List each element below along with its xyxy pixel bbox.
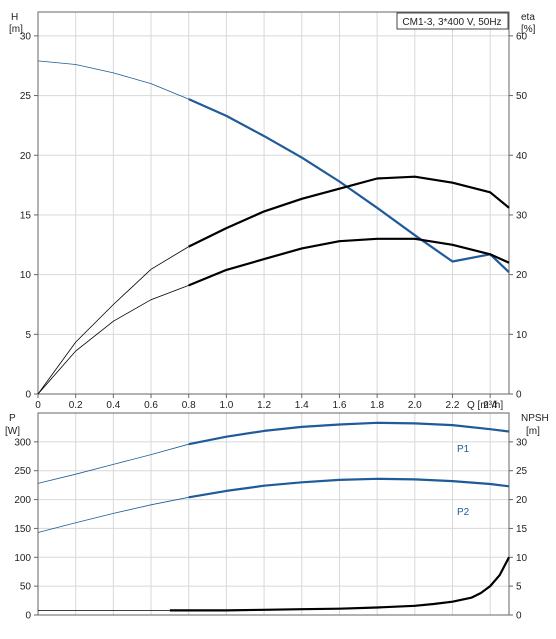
x-tick-label: 0	[35, 400, 41, 411]
head-left-tick-label: 0	[25, 390, 31, 401]
head-left-tick-label: 10	[20, 270, 32, 281]
head-panel-ticks: 0 0.2 0.4 0.6 0.8 1.0 1.2 1.4 1.6 1.8 2.0 2.2 2.4 0 5 1…	[20, 31, 528, 411]
power-left-tick-label: 50	[20, 582, 32, 593]
head-axis-unit: [m]	[9, 24, 23, 35]
head-efficiency-panel: CM1-3, 3*400 V, 50Hz H [m] eta [%] Q [m³…	[9, 11, 536, 411]
power-panel-series	[37, 421, 510, 612]
head-axis-label: H	[11, 12, 18, 23]
power-left-tick-label: 0	[25, 611, 31, 622]
power-panel-ticks: 0 50 100 150 200 250 300 0 5 10 15 20 25 30	[14, 437, 527, 621]
power-right-tick-label: 10	[516, 553, 528, 564]
x-tick-label: 0.4	[106, 400, 120, 411]
power-right-tick-label: 5	[516, 582, 522, 593]
power-right-tick-label: 0	[516, 611, 522, 622]
power-left-tick-label: 100	[14, 553, 31, 564]
power-right-tick-label: 25	[516, 466, 528, 477]
x-tick-label: 0.6	[144, 400, 158, 411]
head-right-tick-label: 30	[516, 210, 528, 221]
head-left-tick-label: 5	[25, 330, 31, 341]
x-tick-label: 0.2	[69, 400, 83, 411]
power-npsh-panel: P [W] NPSH [m] P1 P2 0501001502002503000…	[5, 412, 549, 622]
power-axis-unit: [W]	[5, 426, 20, 437]
x-tick-label: 2.0	[408, 400, 422, 411]
power-left-tick-label: 250	[14, 466, 31, 477]
power-panel-frame	[37, 412, 510, 616]
power-right-tick-label: 30	[516, 437, 528, 448]
head-right-tick-label: 60	[516, 31, 528, 42]
head-right-tick-label: 10	[516, 330, 528, 341]
head-right-tick-label: 50	[516, 91, 528, 102]
npsh-axis-label: NPSH	[521, 413, 549, 424]
x-tick-label: 1.4	[295, 400, 309, 411]
x-tick-label: 1.6	[332, 400, 346, 411]
series-label-p2: P2	[457, 507, 470, 518]
x-tick-label: 1.8	[370, 400, 384, 411]
npsh-axis-unit: [m]	[526, 426, 540, 437]
head-curve-2-operating-range	[188, 175, 510, 248]
x-tick-label: 2.2	[446, 400, 460, 411]
head-left-tick-label: 25	[20, 91, 32, 102]
power-right-tick-label: 20	[516, 495, 528, 506]
power-left-tick-label: 300	[14, 437, 31, 448]
head-right-tick-label: 40	[516, 151, 528, 162]
p1-operating-range	[188, 421, 510, 446]
head-right-tick-label: 20	[516, 270, 528, 281]
head-left-tick-label: 30	[20, 31, 32, 42]
power-right-tick-label: 15	[516, 524, 528, 535]
efficiency-axis-unit: [%]	[521, 24, 536, 35]
x-tick-label: 0.8	[182, 400, 196, 411]
power-curve-3-operating-range	[169, 556, 510, 612]
efficiency-axis-label: eta	[521, 12, 535, 23]
power-axis-label: P	[9, 413, 16, 424]
chart-title: CM1-3, 3*400 V, 50Hz	[402, 17, 501, 28]
p2-operating-range	[188, 477, 510, 499]
flow-axis-label: Q [m³/h]	[467, 400, 503, 411]
series-label-p1: P1	[457, 444, 470, 455]
head-left-tick-label: 15	[20, 210, 32, 221]
head-right-tick-label: 0	[516, 390, 522, 401]
x-tick-label: 1.0	[219, 400, 233, 411]
power-left-tick-label: 150	[14, 524, 31, 535]
head-panel-grid	[38, 12, 509, 394]
x-tick-label: 1.2	[257, 400, 271, 411]
head-panel-series	[37, 60, 510, 395]
head-panel-frame	[37, 11, 510, 395]
power-panel-grid	[38, 413, 509, 615]
head-curve-3-operating-range	[188, 237, 510, 287]
head-curve-1-operating-range	[188, 98, 510, 273]
x-tick-label: 2.4	[483, 400, 497, 411]
head-left-tick-label: 20	[20, 151, 32, 162]
chart-title-box	[396, 12, 509, 30]
power-left-tick-label: 200	[14, 495, 31, 506]
